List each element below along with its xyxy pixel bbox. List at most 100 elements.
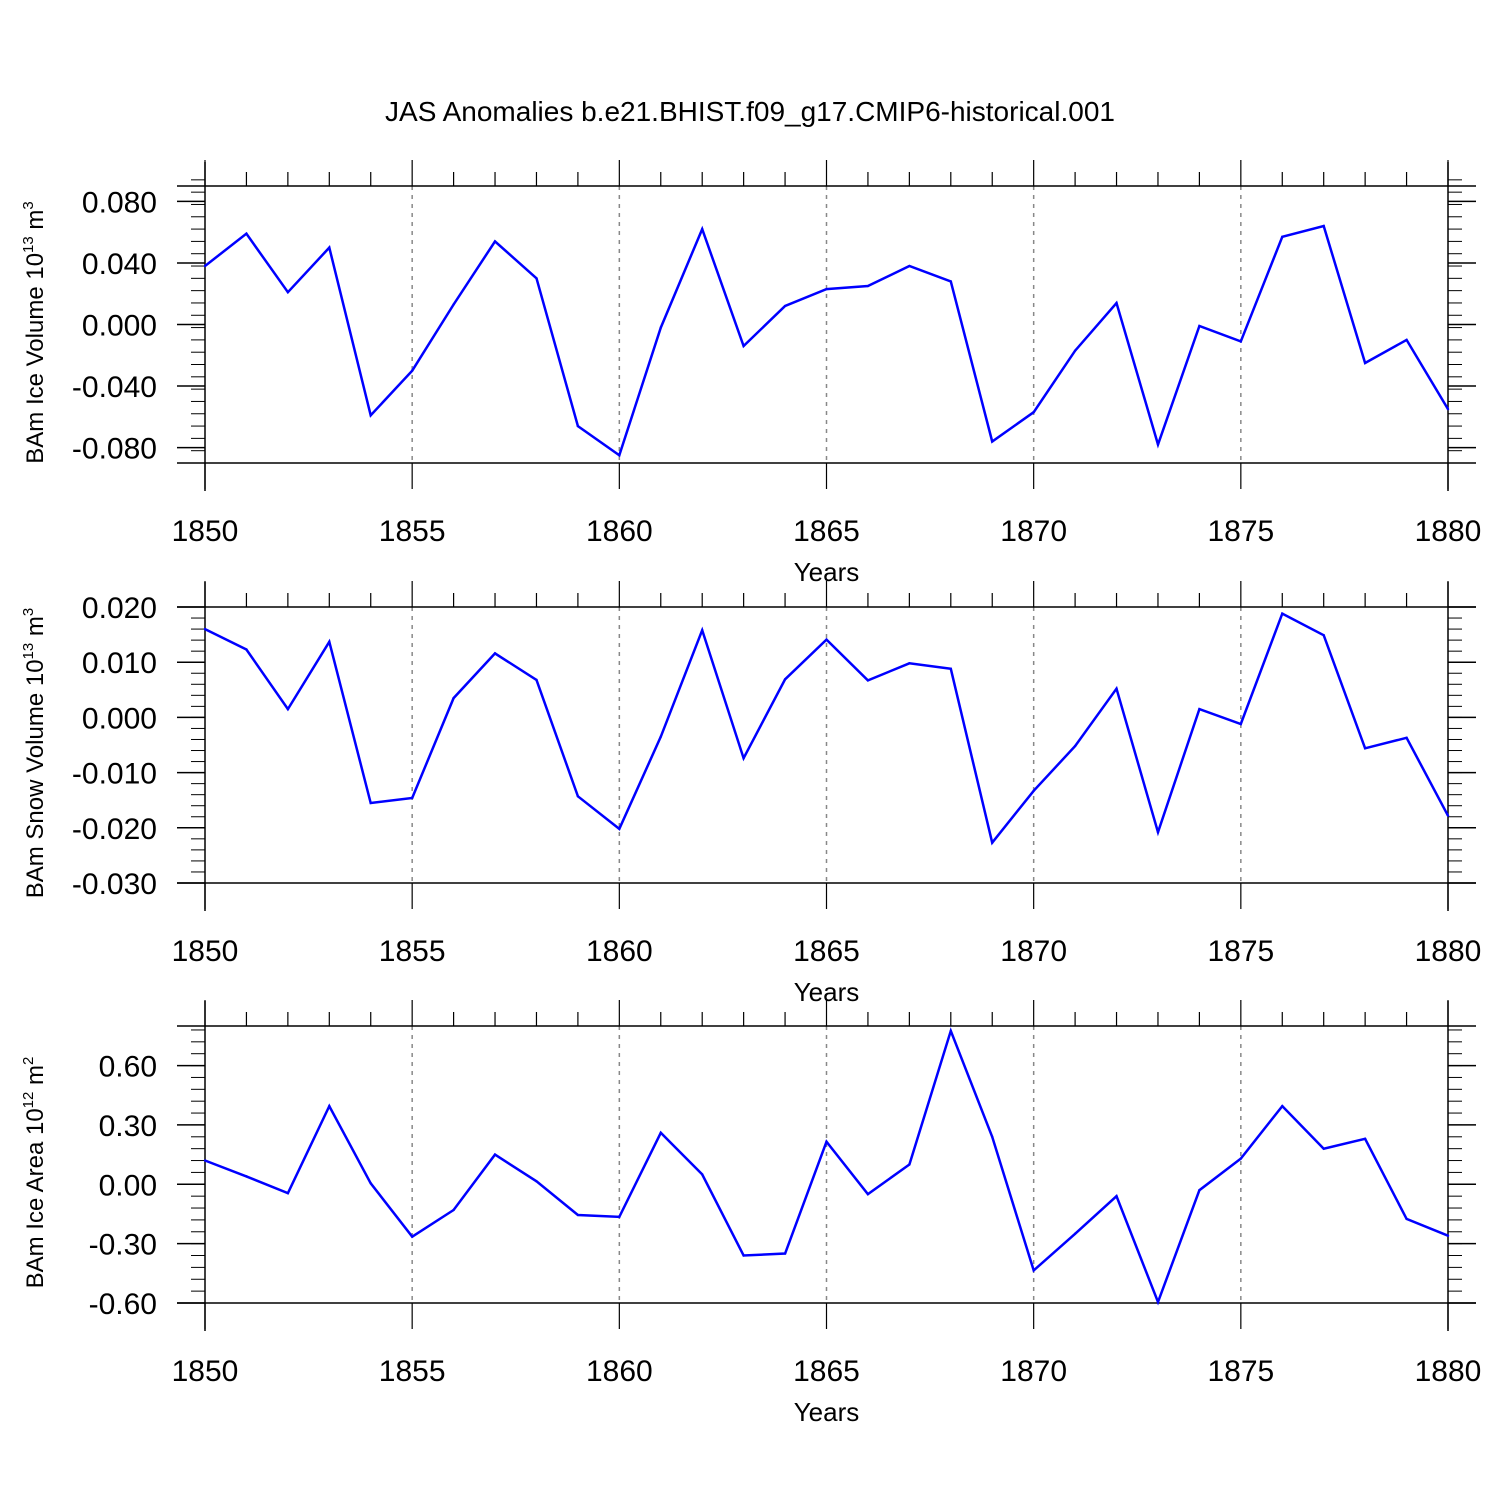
y-tick-label: 0.080: [82, 186, 157, 219]
data-point: [493, 1153, 497, 1156]
x-tick-label: 1865: [793, 935, 860, 968]
y-axis-label: BAm Ice Volume 1013 m3: [20, 201, 49, 463]
data-point: [1073, 1232, 1077, 1235]
data-point: [866, 284, 870, 288]
data-point: [452, 303, 455, 306]
data-point: [369, 801, 372, 805]
data-point: [1073, 744, 1077, 748]
data-point: [1446, 814, 1450, 817]
x-tick-label: 1850: [172, 515, 239, 548]
data-point: [1405, 736, 1408, 740]
data-point: [783, 1252, 787, 1255]
data-point: [659, 1131, 662, 1135]
data-point: [742, 1254, 745, 1257]
data-point: [742, 757, 745, 760]
x-tick-label: 1880: [1415, 1355, 1482, 1388]
x-tick-label: 1880: [1415, 515, 1482, 548]
data-point: [1281, 235, 1284, 238]
data-point: [1156, 443, 1160, 446]
data-point: [1322, 224, 1325, 228]
x-tick-label: 1865: [793, 1355, 860, 1388]
y-tick-label: 0.010: [82, 647, 157, 680]
x-tick-label: 1850: [172, 935, 239, 968]
panel-3: -0.60 -0.30 0.00 0.30 0.60 1850 1855 1860 1865 18…: [20, 1000, 1481, 1427]
data-point: [410, 1235, 414, 1238]
data-point: [1322, 1147, 1325, 1150]
x-tick-label: 1855: [379, 515, 446, 548]
data-point: [245, 232, 248, 235]
x-axis-label: Years: [794, 1397, 860, 1427]
data-point: [742, 344, 745, 348]
data-point: [535, 678, 538, 682]
data-point: [1032, 1269, 1035, 1272]
x-tick-label: 1870: [1000, 935, 1067, 968]
data-point: [1363, 747, 1367, 750]
data-point: [1322, 633, 1325, 637]
data-point: [286, 707, 290, 711]
data-point: [1156, 1300, 1160, 1304]
x-tick-label: 1875: [1207, 515, 1274, 548]
y-tick-label: -0.60: [89, 1288, 157, 1321]
data-point: [701, 227, 704, 231]
data-point: [328, 1104, 331, 1108]
x-tick-label: 1875: [1207, 1355, 1274, 1388]
data-point: [369, 414, 372, 417]
data-point: [1281, 1104, 1284, 1108]
data-point: [825, 287, 828, 291]
y-tick-label: -0.020: [72, 813, 157, 846]
data-point: [618, 454, 621, 457]
data-point: [1363, 361, 1367, 365]
data-point: [1446, 407, 1450, 411]
y-tick-label: 0.30: [99, 1110, 157, 1143]
data-point: [328, 640, 331, 643]
data-point: [866, 679, 870, 682]
data-point: [328, 246, 331, 249]
data-point: [825, 638, 828, 641]
y-tick-label: -0.080: [72, 433, 157, 466]
y-tick-label: -0.010: [72, 758, 157, 791]
data-point: [1239, 340, 1243, 343]
y-tick-label: -0.30: [89, 1229, 157, 1262]
y-axis-label: BAm Snow Volume 1013 m3: [20, 608, 49, 899]
data-point: [659, 735, 662, 738]
x-tick-label: 1870: [1000, 1355, 1067, 1388]
data-point: [1239, 1157, 1243, 1160]
data-point: [1281, 612, 1284, 615]
data-point: [452, 1208, 455, 1212]
data-point: [1032, 411, 1035, 414]
data-point: [576, 1213, 580, 1217]
data-point: [1115, 687, 1118, 690]
panel-1: -0.080 -0.040 0.000 0.040 0.080 1850 1855 1860 1…: [20, 160, 1481, 587]
data-point: [493, 240, 497, 243]
y-tick-label: 0.60: [99, 1051, 157, 1084]
figure-title: JAS Anomalies b.e21.BHIST.f09_g17.CMIP6-…: [385, 96, 1115, 127]
y-tick-label: -0.040: [72, 371, 157, 404]
data-point: [1115, 301, 1118, 305]
data-point: [576, 424, 580, 428]
data-point: [1198, 324, 1201, 328]
data-point: [1115, 1194, 1118, 1198]
data-point: [1198, 1189, 1201, 1192]
data-point: [410, 369, 414, 372]
x-tick-label: 1855: [379, 935, 446, 968]
x-tick-label: 1850: [172, 1355, 239, 1388]
x-tick-label: 1875: [1207, 935, 1274, 968]
data-point: [286, 1191, 290, 1195]
data-point: [701, 628, 704, 632]
data-point: [203, 264, 207, 268]
y-tick-label: 0.040: [82, 248, 157, 281]
data-point: [908, 264, 911, 268]
data-point: [618, 827, 621, 831]
data-point: [949, 667, 952, 671]
data-point: [410, 796, 414, 800]
data-point: [1405, 338, 1408, 342]
x-tick-label: 1855: [379, 1355, 446, 1388]
x-tick-label: 1860: [586, 1355, 653, 1388]
data-point: [245, 648, 248, 651]
x-tick-label: 1865: [793, 515, 860, 548]
data-point: [783, 304, 787, 308]
data-point: [1446, 1234, 1450, 1237]
data-point: [535, 1180, 538, 1183]
data-point: [908, 662, 911, 665]
